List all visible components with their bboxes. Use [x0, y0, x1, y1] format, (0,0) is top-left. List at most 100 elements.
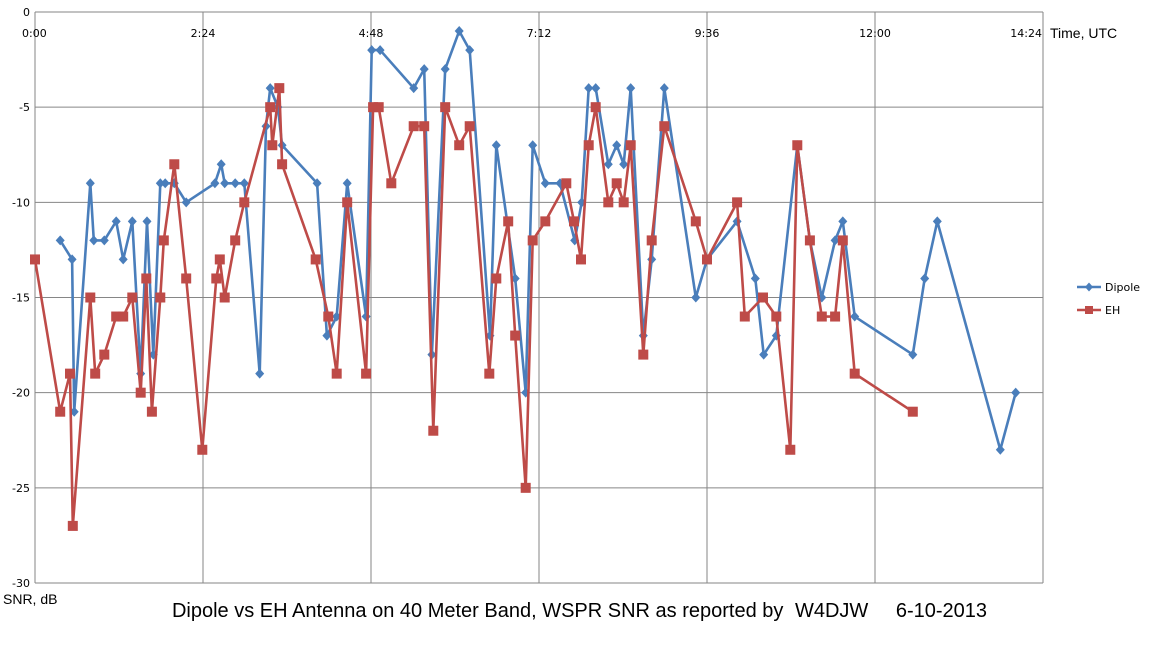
- dipole-point: [619, 159, 629, 170]
- dipole-point: [85, 178, 95, 189]
- eh-point: [491, 273, 502, 284]
- eh-point: [625, 140, 636, 151]
- dipole-point: [491, 140, 501, 151]
- eh-point: [277, 159, 288, 170]
- eh-point: [214, 254, 225, 265]
- dipole-point: [409, 83, 419, 94]
- dipole-point: [216, 159, 226, 170]
- eh-point: [323, 311, 334, 322]
- series-eh: [30, 83, 918, 531]
- eh-point: [181, 273, 192, 284]
- dipole-point: [603, 159, 613, 170]
- eh-point: [155, 292, 166, 303]
- x-tick-label: 2:24: [191, 27, 216, 40]
- dipole-point: [995, 444, 1005, 455]
- eh-point: [849, 368, 860, 379]
- eh-point: [65, 368, 75, 379]
- eh-point: [638, 349, 649, 360]
- dipole-point: [312, 178, 322, 189]
- eh-point: [590, 102, 601, 113]
- eh-point: [907, 406, 918, 417]
- dipole-point: [99, 235, 109, 246]
- eh-point: [690, 216, 701, 227]
- dipole-point: [465, 45, 475, 56]
- x-tick-label: 12:00: [859, 27, 891, 40]
- eh-point: [331, 368, 342, 379]
- eh-point: [739, 311, 750, 322]
- title-date: 6-10-2013: [895, 600, 988, 622]
- eh-point: [67, 520, 78, 531]
- eh-point: [274, 83, 285, 94]
- dipole-point: [239, 178, 249, 189]
- eh-point: [454, 140, 465, 151]
- eh-point: [169, 159, 180, 170]
- dipole-point: [367, 45, 377, 56]
- eh-point: [310, 254, 321, 265]
- dipole-point: [528, 140, 538, 151]
- eh-point: [659, 121, 670, 132]
- dipole-point: [838, 216, 848, 227]
- eh-point: [569, 216, 579, 227]
- eh-point: [428, 425, 439, 436]
- series-dipole: [55, 26, 1021, 455]
- dipole-point: [454, 26, 464, 37]
- eh-point: [386, 178, 397, 189]
- eh-point: [211, 273, 222, 284]
- y-tick-label: -30: [12, 577, 30, 590]
- title-text: Dipole vs EH Antenna on 40 Meter Band, W…: [171, 600, 784, 622]
- eh-point: [702, 254, 712, 265]
- dipole-point: [440, 64, 450, 75]
- y-tick-label: -5: [19, 101, 30, 114]
- dipole-point: [55, 235, 65, 246]
- dipole-point: [850, 311, 860, 322]
- dipole-point: [322, 330, 332, 341]
- dipole-point: [759, 349, 769, 360]
- x-tick-label: 7:12: [527, 27, 552, 40]
- eh-point: [576, 254, 586, 265]
- legend-label-eh: EH: [1105, 304, 1120, 317]
- dipole-point: [419, 64, 429, 75]
- eh-point: [361, 368, 372, 379]
- eh-point: [135, 387, 146, 398]
- dipole-point: [908, 349, 918, 360]
- eh-point: [484, 368, 495, 379]
- dipole-point: [181, 197, 191, 208]
- eh-point: [792, 140, 803, 151]
- eh-point: [90, 368, 101, 379]
- dipole-point: [932, 216, 942, 227]
- x-tick-label: 0:00: [22, 27, 47, 40]
- dipole-point: [361, 311, 371, 322]
- gridlines: [34, 11, 1044, 584]
- eh-point: [618, 197, 629, 208]
- eh-point: [30, 254, 40, 265]
- eh-point: [464, 121, 475, 132]
- eh-point: [158, 235, 169, 246]
- eh-point: [804, 235, 815, 246]
- eh-point: [732, 197, 743, 208]
- y-tick-label: -25: [12, 482, 30, 495]
- eh-point: [646, 235, 657, 246]
- dipole-point: [220, 178, 230, 189]
- eh-point: [368, 102, 379, 113]
- title-callsign: W4DJW: [794, 600, 869, 622]
- eh-point: [611, 178, 622, 189]
- dipole-point: [111, 216, 121, 227]
- chart-title: Dipole vs EH Antenna on 40 Meter Band, W…: [0, 600, 1153, 623]
- y-axis-label: SNR, dB: [3, 591, 57, 607]
- dipole-point: [691, 292, 701, 303]
- eh-point: [785, 444, 796, 455]
- eh-point: [267, 140, 278, 151]
- dipole-point: [591, 83, 601, 94]
- dipole-point: [142, 216, 152, 227]
- eh-point: [146, 406, 157, 417]
- eh-point: [583, 140, 594, 151]
- dipole-point: [750, 273, 760, 284]
- eh-point: [603, 197, 614, 208]
- legend-marker-diamond: [1085, 282, 1093, 292]
- eh-point: [816, 311, 827, 322]
- eh-point: [141, 273, 152, 284]
- dipole-point: [920, 273, 930, 284]
- eh-point: [419, 121, 430, 132]
- y-tick-labels: 0 -5 -10 -15 -20 -25 -30: [12, 6, 30, 590]
